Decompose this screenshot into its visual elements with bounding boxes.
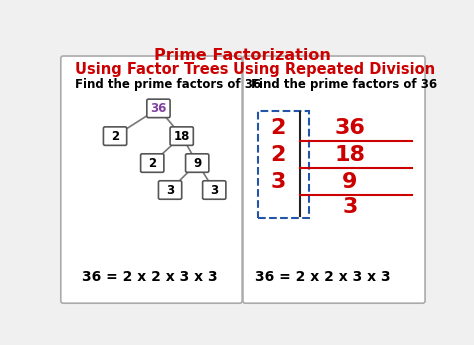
Text: 2: 2 — [111, 130, 119, 142]
Text: 3: 3 — [166, 184, 174, 197]
Text: 3: 3 — [270, 172, 285, 192]
Text: 36 = 2 x 2 x 3 x 3: 36 = 2 x 2 x 3 x 3 — [255, 270, 390, 284]
Text: 36 = 2 x 2 x 3 x 3: 36 = 2 x 2 x 3 x 3 — [82, 270, 218, 284]
FancyBboxPatch shape — [141, 154, 164, 172]
Text: Using Repeated Division: Using Repeated Division — [233, 62, 436, 77]
Text: Prime Factorization: Prime Factorization — [155, 48, 331, 63]
FancyBboxPatch shape — [61, 56, 242, 303]
Text: 36: 36 — [335, 118, 365, 138]
Text: Find the prime factors of 36: Find the prime factors of 36 — [75, 78, 261, 91]
FancyBboxPatch shape — [186, 154, 209, 172]
FancyBboxPatch shape — [243, 56, 425, 303]
Text: 18: 18 — [173, 130, 190, 142]
FancyBboxPatch shape — [158, 181, 182, 199]
FancyBboxPatch shape — [202, 181, 226, 199]
FancyBboxPatch shape — [147, 99, 170, 118]
Text: Find the prime factors of 36: Find the prime factors of 36 — [251, 78, 438, 91]
Text: 2: 2 — [148, 157, 156, 169]
FancyBboxPatch shape — [170, 127, 193, 145]
Text: 2: 2 — [270, 145, 285, 165]
FancyBboxPatch shape — [103, 127, 127, 145]
Text: 9: 9 — [193, 157, 201, 169]
Text: Using Factor Trees: Using Factor Trees — [75, 62, 228, 77]
Text: 3: 3 — [342, 197, 357, 217]
Text: 3: 3 — [210, 184, 219, 197]
Text: 36: 36 — [150, 102, 167, 115]
Text: 9: 9 — [342, 172, 357, 192]
Text: 18: 18 — [334, 145, 365, 165]
Text: 2: 2 — [270, 118, 285, 138]
